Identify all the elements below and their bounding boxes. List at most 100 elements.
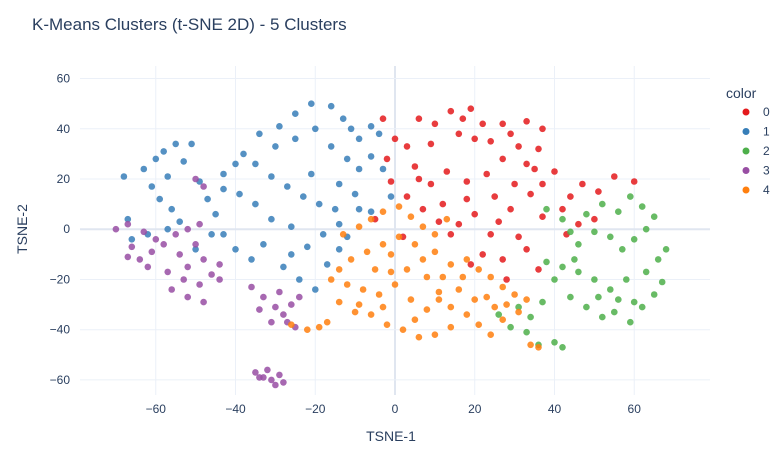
legend-title: color [726,85,757,101]
cluster-3-point [112,225,120,233]
cluster-3-point [172,231,179,238]
cluster-3-point [276,371,283,379]
cluster-2-point [630,236,638,243]
cluster-4-point [387,268,395,276]
cluster-0-point [523,246,530,253]
cluster-1-point [268,173,275,180]
cluster-1-point [256,130,263,138]
cluster-4-point [483,293,491,301]
y-tick-label: 60 [57,72,71,86]
cluster-4-point [399,326,407,334]
cluster-3-point [180,276,187,283]
cluster-4-point [339,231,347,238]
cluster-1-point [128,236,136,243]
cluster-2-point [627,193,634,200]
cluster-4-point [435,288,443,296]
cluster-0-point [487,231,495,238]
cluster-0-point [507,205,514,213]
cluster-0-point [443,168,451,175]
legend-item-2[interactable]: 2 [742,144,771,158]
cluster-1-point [367,123,375,130]
cluster-1-point [292,135,299,143]
cluster-0-point [427,180,435,188]
cluster-3-point [296,293,303,301]
cluster-2-point [543,205,550,213]
cluster-0-point [591,215,598,223]
cluster-2-point [642,268,650,276]
cluster-3-point [272,303,279,311]
cluster-3-point [280,311,287,318]
legend-item-3[interactable]: 3 [742,164,771,178]
cluster-3-point [192,175,199,183]
legend-item-0[interactable]: 0 [742,105,771,119]
cluster-4-point [503,301,510,308]
cluster-2-point [654,256,662,263]
cluster-3-point [208,271,215,278]
cluster-4-point [471,296,479,303]
cluster-0-point [575,220,582,228]
cluster-4-point [475,321,483,329]
cluster-1-point [208,231,215,238]
legend-label: 0 [763,105,770,119]
cluster-1-point [355,205,363,213]
cluster-0-point [403,193,411,200]
cluster-4-point [499,283,507,291]
x-tick-label: −40 [225,402,246,416]
cluster-3-point [252,369,259,376]
cluster-0-point [439,200,447,208]
x-tick-label: 60 [628,402,642,416]
legend-item-1[interactable]: 1 [742,125,771,139]
cluster-0-point [511,180,518,188]
legend[interactable]: color 0 1 2 3 4 [726,85,770,197]
cluster-0-point [411,163,419,170]
legend-label: 1 [763,125,770,139]
cluster-4-point [431,248,439,256]
cluster-1-point [308,170,315,178]
cluster-4-point [463,311,471,318]
cluster-4-point [375,291,383,298]
cluster-1-point [180,158,187,165]
cluster-2-point [607,233,614,241]
cluster-2-point [583,210,590,218]
cluster-3-point [216,261,223,268]
cluster-0-point [383,155,391,163]
cluster-0-point [471,210,479,218]
x-tick-label: −20 [305,402,326,416]
cluster-2-point [619,246,626,253]
cluster-1-point [220,170,227,178]
cluster-2-point [575,241,582,248]
cluster-2-point [551,276,558,283]
cluster-4-point [371,266,379,273]
cluster-4-point [351,308,359,316]
cluster-1-point [296,276,303,283]
cluster-4-point [323,318,331,326]
cluster-1-point [323,261,331,268]
cluster-1-point [212,210,219,218]
cluster-4-point [455,286,463,293]
cluster-2-point [662,246,670,253]
legend-marker [742,186,750,194]
cluster-1-point [319,231,327,238]
cluster-2-point [627,318,634,326]
cluster-0-point [551,168,558,175]
cluster-1-point [272,143,279,150]
cluster-0-point [467,105,475,112]
cluster-0-point [535,145,542,153]
cluster-0-point [567,193,574,200]
cluster-3-point [168,286,175,293]
cluster-4-point [395,203,403,210]
y-tick-label: −40 [50,323,71,337]
cluster-4-point [443,215,451,223]
legend-item-4[interactable]: 4 [742,183,771,197]
cluster-2-point [551,339,558,346]
cluster-4-point [419,223,427,230]
cluster-4-point [423,273,431,281]
cluster-0-point [403,143,411,150]
cluster-1-point [351,190,359,198]
cluster-1-point [339,115,347,122]
cluster-3-point [128,243,136,251]
cluster-4-point [387,251,395,258]
cluster-0-point [630,178,638,185]
cluster-0-point [467,261,475,268]
